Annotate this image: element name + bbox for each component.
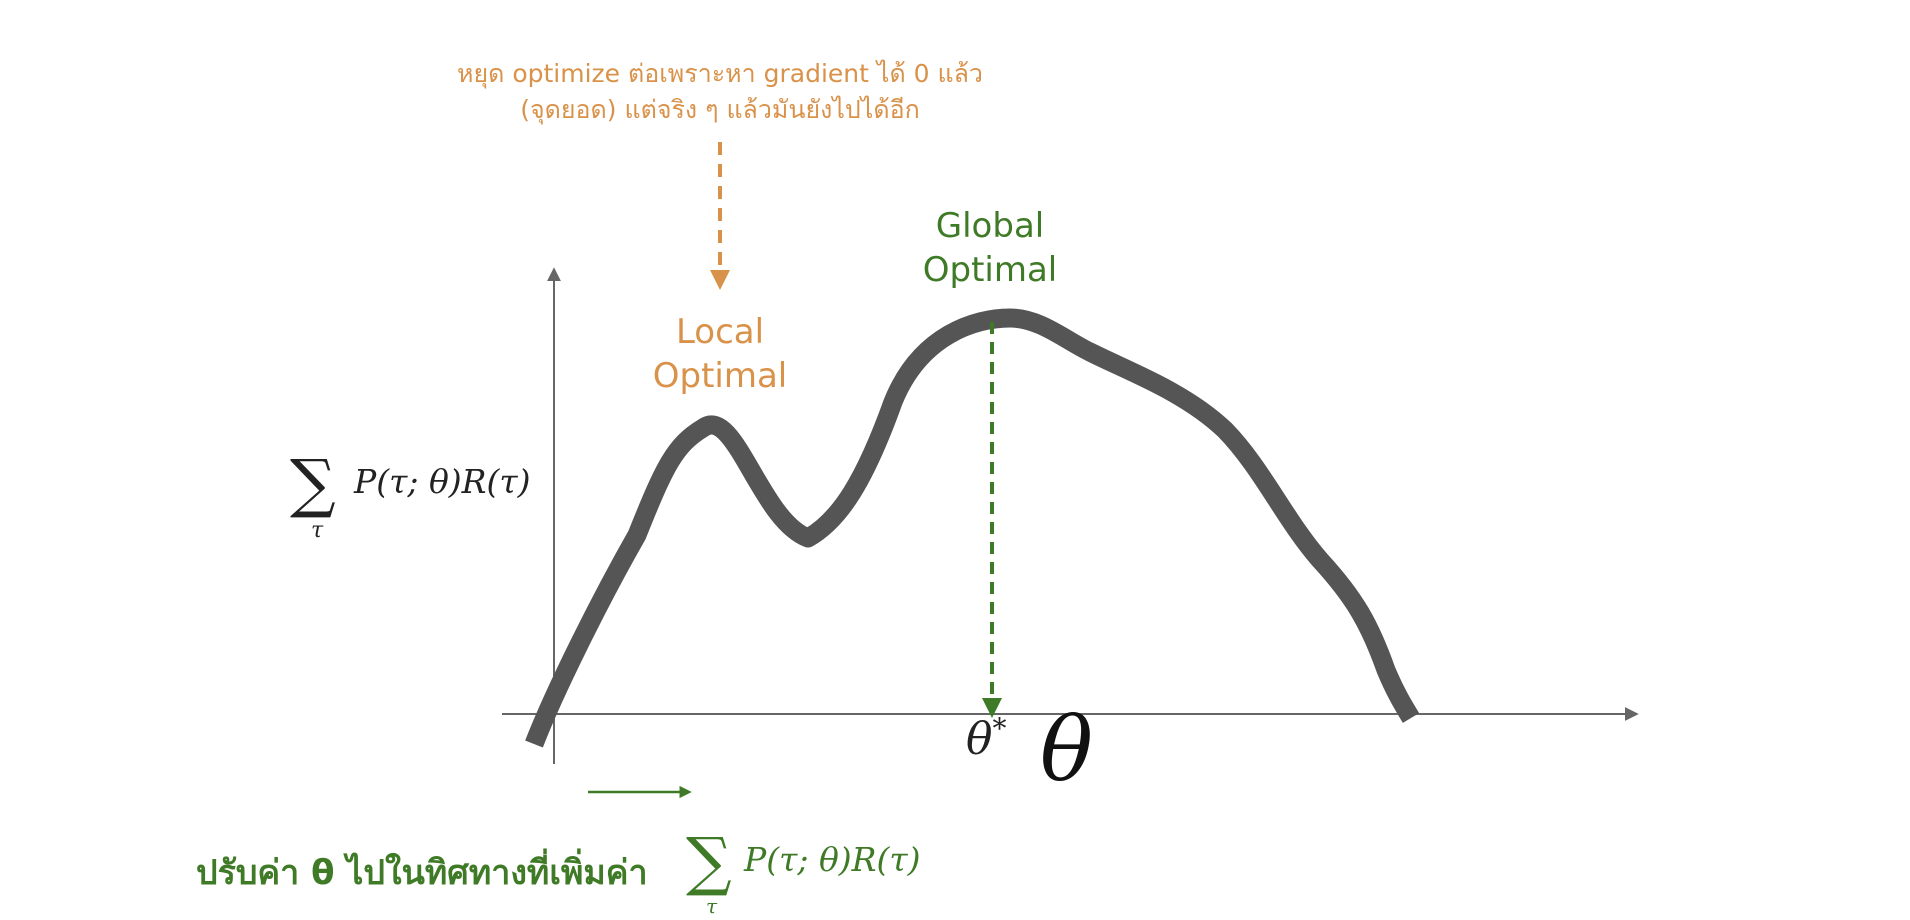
local-optimal-label-line-1: Local xyxy=(675,312,765,352)
caption-text: ปรับค่า θ ไปในทิศทางที่เพิ่มค่า xyxy=(196,853,648,893)
y-axis-label-subscript: τ xyxy=(311,518,324,543)
caption-expression: P(τ; θ)R(τ) xyxy=(744,840,921,879)
x-axis-label: θ xyxy=(1040,698,1093,801)
caption-sigma: ∑ xyxy=(686,825,732,899)
global-optimal-label-line-2: Optimal xyxy=(922,250,1058,290)
global-optimal-label-line-1: Global xyxy=(935,206,1045,246)
y-axis-label-expression: P(τ; θ)R(τ) xyxy=(354,462,531,501)
y-axis-label-sigma: ∑ xyxy=(290,447,336,521)
optimum-theta-base: θ xyxy=(966,713,993,765)
local-optimal-label-line-2: Optimal xyxy=(652,356,788,396)
annotation-line-2: (จุดยอด) แต่จริง ๆ แล้วมันยังไปได้อีก xyxy=(520,95,920,124)
objective-curve xyxy=(525,308,1420,748)
optimum-theta-star: * xyxy=(992,712,1007,745)
annotation-line-1: หยุด optimize ต่อเพราะหา gradient ได้ 0 … xyxy=(457,59,983,88)
caption-subscript: τ xyxy=(706,894,718,918)
optimum-theta-label: θ* xyxy=(966,712,1007,765)
